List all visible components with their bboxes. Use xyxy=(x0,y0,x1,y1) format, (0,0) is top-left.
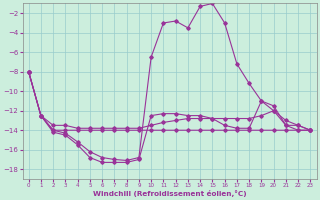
X-axis label: Windchill (Refroidissement éolien,°C): Windchill (Refroidissement éolien,°C) xyxy=(93,190,246,197)
